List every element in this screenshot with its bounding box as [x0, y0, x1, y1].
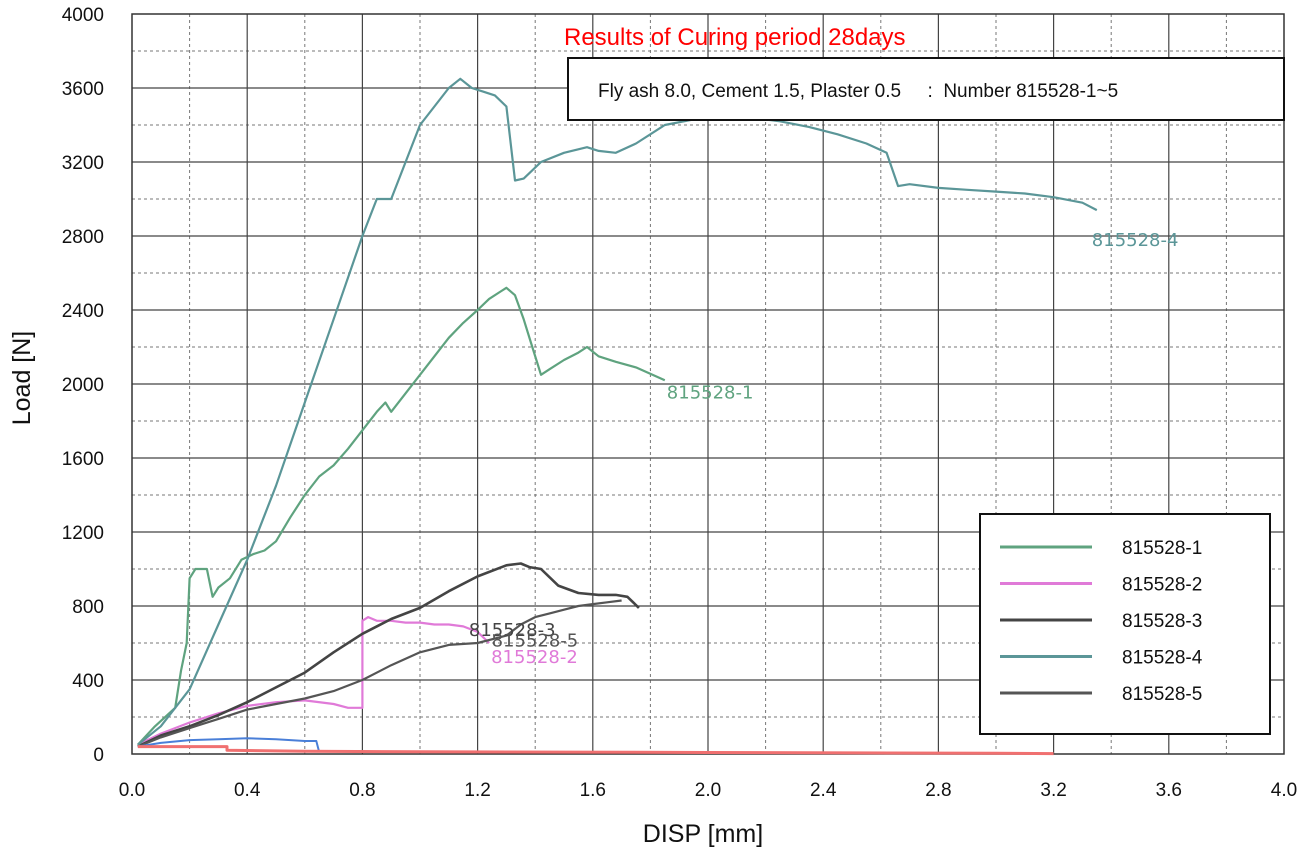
series-end-labels: 815528-1 815528-2 815528-3 815528-4 815528-5 — [469, 230, 1179, 668]
legend-label: 815528-5 — [1122, 684, 1202, 705]
x-tick-label: 2.8 — [925, 780, 951, 801]
legend-label: 815528-1 — [1122, 538, 1202, 559]
legend-label: 815528-3 — [1122, 611, 1202, 632]
x-tick-label: 1.2 — [464, 780, 490, 801]
y-tick-label: 400 — [72, 671, 104, 692]
series-line-4 — [137, 77, 1098, 746]
y-tick-label: 2000 — [62, 375, 104, 396]
y-tick-label: 800 — [72, 597, 104, 618]
legend-box — [979, 513, 1271, 735]
series-lines — [136, 77, 1098, 756]
y-tick-label: 1200 — [62, 523, 104, 544]
x-tick-label: 2.4 — [810, 780, 837, 801]
legend: 815528-1 815528-2 815528-3 815528-4 815528-5 — [979, 513, 1271, 735]
series-line-7 — [137, 745, 1054, 756]
series-line-3 — [137, 562, 640, 748]
series-line-6 — [137, 737, 321, 753]
x-tick-label: 0.0 — [119, 780, 145, 801]
x-tick-label: 2.0 — [695, 780, 721, 801]
y-tick-label: 4000 — [62, 5, 104, 26]
series-end-label: 815528-4 — [1092, 230, 1179, 251]
x-tick-label: 1.6 — [580, 780, 606, 801]
legend-label: 815528-2 — [1122, 575, 1202, 596]
subtitle-text: Fly ash 8.0, Cement 1.5, Plaster 0.5 : N… — [598, 81, 1118, 102]
x-axis-title: DISP [mm] — [643, 820, 763, 848]
chart-title: Results of Curing period 28days — [564, 24, 906, 51]
major-grid — [132, 14, 1284, 754]
x-tick-label: 0.8 — [349, 780, 375, 801]
series-line-1 — [136, 286, 666, 746]
y-tick-label: 3200 — [62, 153, 104, 174]
series-end-label: 815528-2 — [491, 647, 578, 668]
series-end-label: 815528-3 — [469, 620, 556, 641]
series-end-label: 815528-5 — [492, 630, 579, 651]
y-tick-label: 3600 — [62, 79, 104, 100]
y-tick-label: 0 — [93, 745, 104, 766]
y-axis-title: Load [N] — [8, 331, 36, 426]
y-tick-label: 2400 — [62, 301, 104, 322]
legend-label: 815528-4 — [1122, 648, 1203, 669]
y-tick-label: 2800 — [62, 227, 104, 248]
x-axis-ticks: 0.0 0.4 0.8 1.2 1.6 2.0 2.4 2.8 3.2 3.6 4.0 — [119, 780, 1297, 801]
x-tick-label: 0.4 — [234, 780, 261, 801]
subtitle-box: Fly ash 8.0, Cement 1.5, Plaster 0.5 : N… — [567, 57, 1285, 121]
x-tick-label: 4.0 — [1271, 780, 1297, 801]
series-line-5 — [137, 599, 622, 748]
x-tick-label: 3.6 — [1156, 780, 1182, 801]
series-end-label: 815528-1 — [667, 382, 754, 403]
y-axis-ticks: 0 400 800 1200 1600 2000 2400 2800 3200 3600 4000 — [62, 5, 104, 766]
x-tick-label: 3.2 — [1040, 780, 1066, 801]
y-tick-label: 1600 — [62, 449, 104, 470]
